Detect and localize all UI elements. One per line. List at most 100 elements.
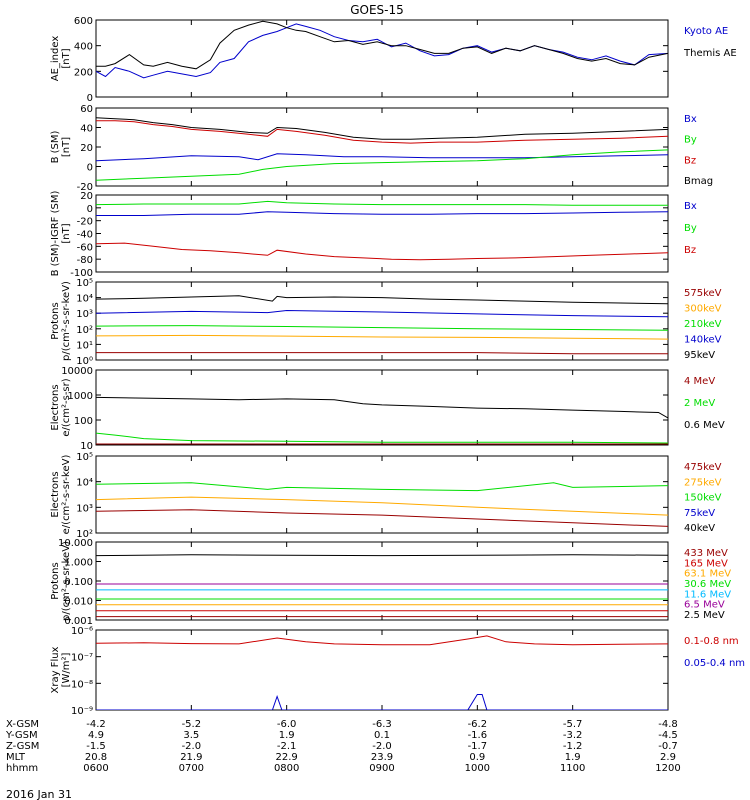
y-tick-label: -60 [77,242,93,253]
legend-entry: 433 MeV [684,548,728,559]
y-tick-label: 1.000 [64,558,93,569]
legend-entry: 210keV [684,319,722,330]
panel-protons-flux: 10⁰ 10¹ 10² 10³ 10⁴ 10⁵ Protons p/(cm²-s-sr-keV… [50,278,722,367]
y-tick-label: 10000 [61,366,93,377]
panel-protons-mev: 0.001 0.010 0.100 1.000 10.000 Protons p/(cm²-… [50,538,731,627]
series-line-2-mev [96,432,668,444]
series-line-bz [96,120,668,144]
y-tick-label: 10³ [76,309,93,320]
x-row-value: 1.9 [565,752,581,763]
y-tick-label: 100 [74,416,93,427]
series-line-0-6-mev [96,396,668,419]
panel-xray: 10⁻⁹ 10⁻⁸ 10⁻⁷ 10⁻⁶ Xray Flux [W/m²] 0.1-0.8 n… [50,626,745,717]
y-axis-label: Electrons [50,384,61,430]
x-row-value: -6.3 [372,719,392,730]
y-axis-label: AE_index [50,36,61,82]
y-tick-label: 400 [74,42,93,53]
series-line-475kev [96,509,668,527]
y-axis-label: Electrons [50,471,61,517]
y-tick-label: -80 [77,255,93,266]
series-line-by [96,149,668,181]
y-tick-label: 0.100 [64,577,93,588]
y-axis-label: [nT] [61,48,72,68]
x-row-value: -4.8 [658,719,678,730]
y-axis-label: e/(cm²-s-sr-keV) [61,455,72,535]
series-line-bmag [96,117,668,140]
x-row-value: -1.6 [468,730,488,741]
series-line-bz [96,242,668,261]
legend-entry: 6.5 MeV [684,600,725,611]
y-tick-label: 20 [80,191,93,202]
x-row-value: -1.2 [563,741,583,752]
series-line-0-1-0-8-nm [96,635,668,646]
y-tick-label: 1000 [68,391,93,402]
x-axis-table: X-GSM -4.2 -5.2 -6.0 -6.3 -6.2 -5.7 -4.8 Y-GSM 4.… [5,719,681,774]
y-tick-label: 10⁻⁸ [71,679,93,690]
panel-bsm: -20 0 20 40 60 B (SM) [nT] Bx By Bz Bmag [50,104,713,193]
x-row-value: -4.5 [658,730,678,741]
plot-frame [95,629,669,711]
x-row-value: 20.8 [85,752,107,763]
y-tick-label: 10⁴ [76,294,93,305]
y-axis-label: [nT] [61,223,72,243]
series-line-kyoto-ae [96,23,668,79]
y-tick-label: 10 [80,441,93,452]
y-tick-label: 20 [80,143,93,154]
y-axis-label: p/(cm²-s-sr-keV) [61,281,72,361]
legend-entry: 300keV [684,304,722,315]
y-tick-label: 10⁴ [76,478,93,489]
y-axis-label: p/(cm²-s-sr-keV) [61,541,72,621]
legend-entry: Bx [684,201,697,212]
legend-entry: 95keV [684,350,715,361]
legend-entry: Bmag [684,176,713,187]
legend-entry: 11.6 MeV [684,589,731,600]
legend-entry: 150keV [684,493,722,504]
x-row-value: 0900 [369,763,394,774]
y-axis-label: [W/m²] [61,652,72,687]
legend-entry: 63.1 MeV [684,569,731,580]
x-row-label: Y-GSM [5,730,38,741]
y-axis-label: B (SM)-IGRF (SM) [50,191,61,277]
y-axis-label: [nT] [61,137,72,157]
x-row-value: -4.2 [86,719,106,730]
legend-entry: 575keV [684,288,722,299]
plot-frame [95,369,669,446]
y-tick-label: 10.000 [58,538,93,549]
x-row-value: 23.9 [371,752,393,763]
series-line-95kev [96,295,668,305]
panel-bigrf: -100 -80 -60-40 -20 0 20 B (SM)-IGRF (SM) [nT] B… [50,191,697,279]
legend-entry: 140keV [684,335,722,346]
series-line-150kev [96,482,668,492]
legend-entry: 30.6 MeV [684,579,731,590]
panel-ae: 0 200 400 600 AE_index [nT] Kyoto AE Themis AE [50,16,737,104]
y-tick-label: -40 [77,230,93,241]
series-line-bx [96,211,668,216]
legend-entry: 40keV [684,523,715,534]
legend-entry: 4 MeV [684,376,715,387]
legend-entry: Bz [684,155,696,166]
series-line-575kev [96,352,668,355]
legend-entry: 2.5 MeV [684,610,725,621]
legend-entry: Kyoto AE [684,26,728,37]
x-row-value: -2.1 [277,741,297,752]
legend-entry: 75keV [684,508,715,519]
plot-frame [95,281,669,361]
plot-frame [95,194,669,273]
x-row-value: 1000 [465,763,490,774]
y-tick-label: 0 [87,163,93,174]
y-tick-label: 10¹ [76,340,93,351]
x-row-value: 1200 [655,763,680,774]
y-tick-label: 60 [80,104,93,115]
legend-entry: 0.1-0.8 nm [684,636,739,647]
x-row-value: 0.9 [469,752,485,763]
legend-entry: Themis AE [683,48,737,59]
x-row-value: -6.2 [468,719,488,730]
legend-entry: Bx [684,114,697,125]
legend-entry: 0.05-0.4 nm [684,658,745,669]
series-line-140kev [96,309,668,318]
series-line-275kev [96,496,668,516]
x-row-label: hhmm [6,763,38,774]
